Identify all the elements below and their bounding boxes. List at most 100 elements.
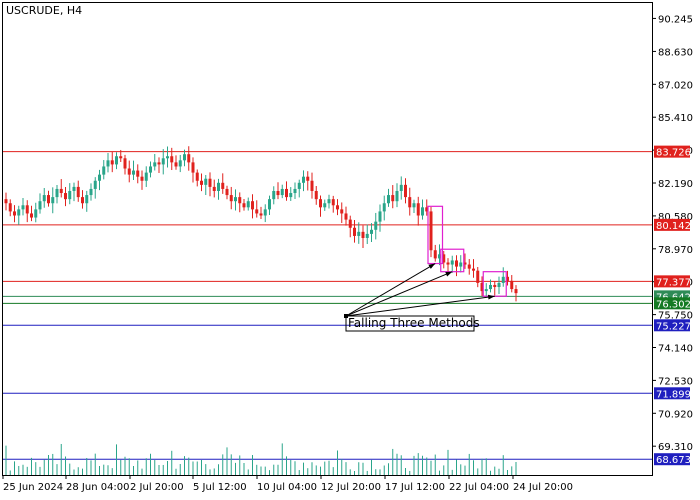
candle-body[interactable] <box>102 166 106 175</box>
candle-body[interactable] <box>85 195 89 204</box>
candle-body[interactable] <box>21 205 25 210</box>
candle-body[interactable] <box>221 182 225 189</box>
candle-body[interactable] <box>200 180 203 185</box>
candle-body[interactable] <box>310 180 314 191</box>
candle-body[interactable] <box>140 176 144 181</box>
candle-body[interactable] <box>319 199 322 208</box>
candle-body[interactable] <box>353 227 356 236</box>
candle-body[interactable] <box>38 201 42 210</box>
candle-body[interactable] <box>263 209 267 216</box>
candle-body[interactable] <box>157 162 161 165</box>
candle-body[interactable] <box>30 213 33 218</box>
candle-body[interactable] <box>229 195 233 202</box>
candle-body[interactable] <box>306 176 310 181</box>
candle-body[interactable] <box>429 211 433 251</box>
candle-body[interactable] <box>472 268 475 271</box>
candle-body[interactable] <box>455 260 458 267</box>
candle-body[interactable] <box>81 197 84 204</box>
candle-body[interactable] <box>378 211 382 222</box>
time-axis[interactable]: 25 Jun 2024 28 Jun 04:00 2 Jul 20:00 5 Jul … <box>2 475 573 493</box>
candle-body[interactable] <box>323 203 327 208</box>
candle-body[interactable] <box>98 174 101 181</box>
candle-body[interactable] <box>149 166 152 173</box>
candle-body[interactable] <box>463 262 467 265</box>
candle-body[interactable] <box>144 172 148 181</box>
candle-body[interactable] <box>370 229 373 234</box>
candle-body[interactable] <box>183 154 186 161</box>
candle-body[interactable] <box>314 190 318 200</box>
candle-body[interactable] <box>497 282 501 288</box>
candle-body[interactable] <box>68 190 72 200</box>
candle-body[interactable] <box>174 162 178 167</box>
candle-body[interactable] <box>387 195 390 204</box>
candle-body[interactable] <box>178 160 182 167</box>
candle-body[interactable] <box>399 184 403 191</box>
candle-body[interactable] <box>416 203 420 216</box>
candles[interactable] <box>4 146 518 302</box>
candle-body[interactable] <box>4 199 8 204</box>
candle-body[interactable] <box>489 284 492 290</box>
candle-body[interactable] <box>442 254 446 263</box>
candle-body[interactable] <box>234 197 237 202</box>
candle-body[interactable] <box>484 289 488 292</box>
candle-body[interactable] <box>136 170 140 177</box>
candle-body[interactable] <box>132 170 135 175</box>
candle-body[interactable] <box>459 262 463 267</box>
candle-body[interactable] <box>242 203 246 208</box>
candle-body[interactable] <box>493 284 497 288</box>
candle-body[interactable] <box>514 289 518 294</box>
candle-body[interactable] <box>327 199 331 204</box>
candle-body[interactable] <box>255 209 259 214</box>
candle-body[interactable] <box>382 203 386 212</box>
candle-body[interactable] <box>501 276 505 283</box>
candle-body[interactable] <box>42 195 46 202</box>
candle-body[interactable] <box>293 188 297 194</box>
candle-body[interactable] <box>225 188 229 196</box>
candle-body[interactable] <box>251 201 254 210</box>
candle-body[interactable] <box>408 197 412 208</box>
candle-body[interactable] <box>59 188 63 194</box>
candle-body[interactable] <box>64 193 67 200</box>
horizontal-levels[interactable] <box>3 151 652 460</box>
candle-body[interactable] <box>119 156 123 159</box>
candle-body[interactable] <box>302 176 305 183</box>
candle-body[interactable] <box>268 199 271 210</box>
candle-body[interactable] <box>195 172 199 181</box>
candle-body[interactable] <box>115 156 118 165</box>
candle-body[interactable] <box>51 197 55 204</box>
candle-body[interactable] <box>446 262 450 265</box>
candle-body[interactable] <box>480 282 484 292</box>
candle-body[interactable] <box>395 190 399 202</box>
candle-body[interactable] <box>34 209 38 218</box>
candle-body[interactable] <box>391 195 395 202</box>
candle-body[interactable] <box>348 219 352 228</box>
candle-body[interactable] <box>72 186 76 191</box>
candle-body[interactable] <box>450 260 454 265</box>
candle-body[interactable] <box>289 193 293 198</box>
candle-body[interactable] <box>344 213 348 220</box>
candle-body[interactable] <box>272 190 276 200</box>
candle-body[interactable] <box>212 186 216 191</box>
candle-body[interactable] <box>425 207 429 212</box>
candle-body[interactable] <box>331 199 335 206</box>
candle-body[interactable] <box>17 209 21 216</box>
candle-body[interactable] <box>365 233 369 238</box>
candle-body[interactable] <box>76 186 80 198</box>
candle-body[interactable] <box>127 168 131 175</box>
candle-body[interactable] <box>89 188 93 196</box>
candle-body[interactable] <box>361 231 365 238</box>
candle-body[interactable] <box>246 201 250 208</box>
candle-body[interactable] <box>238 197 242 204</box>
candle-body[interactable] <box>161 158 165 165</box>
candle-body[interactable] <box>13 211 16 216</box>
candle-body[interactable] <box>404 184 407 198</box>
candle-body[interactable] <box>191 162 195 173</box>
candle-body[interactable] <box>187 154 191 163</box>
candle-body[interactable] <box>374 221 378 230</box>
candle-body[interactable] <box>412 203 416 208</box>
candle-body[interactable] <box>123 158 127 169</box>
candle-body[interactable] <box>340 209 344 214</box>
candle-body[interactable] <box>506 276 509 281</box>
candle-body[interactable] <box>204 178 208 185</box>
